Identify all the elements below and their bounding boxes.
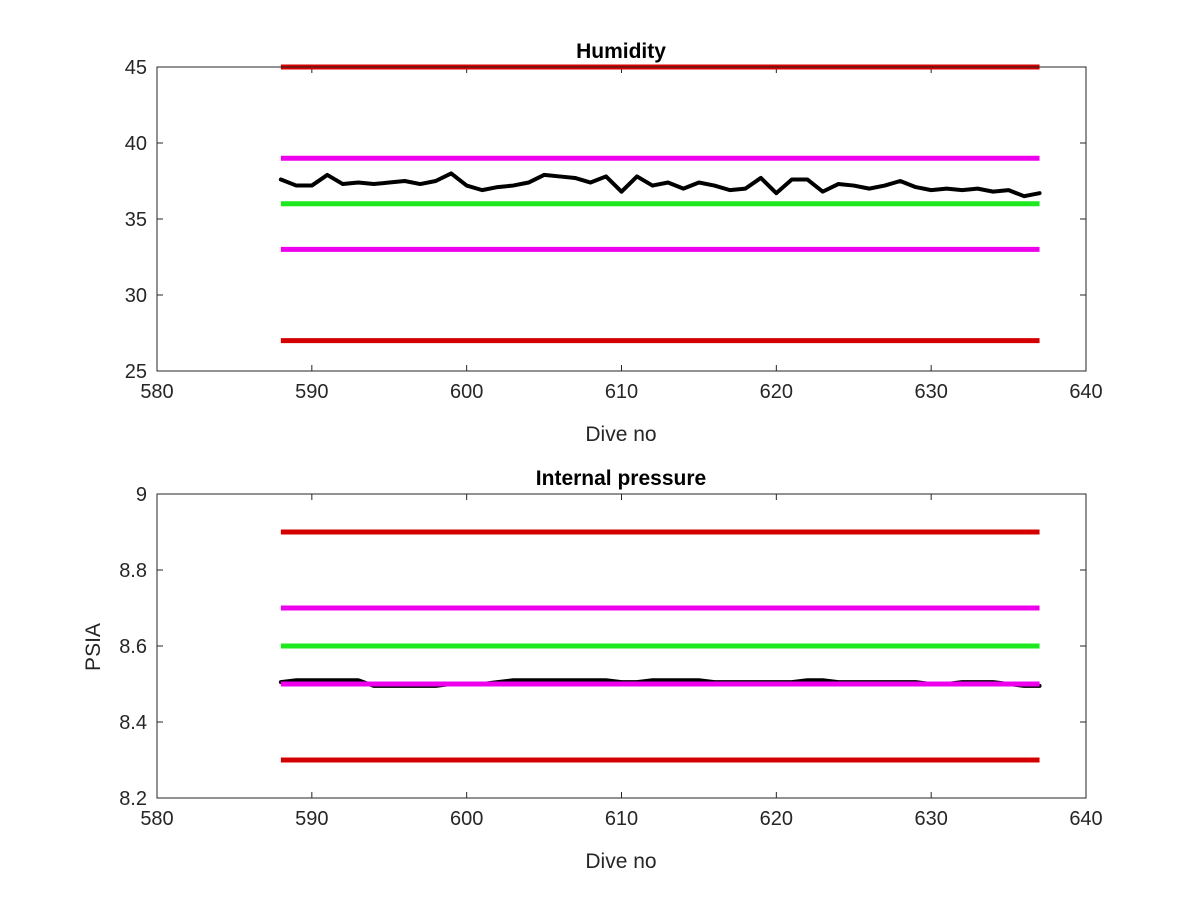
internal-pressure-y-tick-label: 8.6 (119, 636, 147, 658)
humidity-y-tick-label: 25 (125, 361, 147, 383)
humidity-ticks: 580 590 600 610 620 630 640 25 30 35 40 45 (125, 57, 1103, 403)
humidity-x-tick-label: 620 (760, 381, 793, 403)
humidity-chart: Humidity Dive no 580 590 600 610 620 630 640 25… (125, 40, 1103, 446)
internal-pressure-x-tick-label: 630 (914, 808, 947, 830)
internal-pressure-x-axis-label: Dive no (585, 850, 656, 873)
internal-pressure-chart-title: Internal pressure (536, 467, 706, 490)
humidity-x-tick-label: 580 (140, 381, 173, 403)
internal-pressure-x-tick-label: 620 (760, 808, 793, 830)
internal-pressure-x-tick-label: 610 (605, 808, 638, 830)
humidity-y-tick-label: 45 (125, 57, 147, 79)
internal-pressure-y-tick-label: 8.8 (119, 560, 147, 582)
internal-pressure-x-tick-label: 600 (450, 808, 483, 830)
humidity-y-tick-label: 40 (125, 133, 147, 155)
internal-pressure-y-tick-label: 8.4 (119, 712, 147, 734)
humidity-x-tick-label: 630 (914, 381, 947, 403)
internal-pressure-x-tick-label: 640 (1069, 808, 1102, 830)
humidity-x-tick-label: 610 (605, 381, 638, 403)
internal-pressure-plot-area (278, 529, 1042, 763)
internal-pressure-axes-frame (156, 493, 1087, 799)
internal-pressure-x-tick-label: 580 (140, 808, 173, 830)
humidity-axes-frame (156, 66, 1087, 372)
humidity-x-tick-label: 600 (450, 381, 483, 403)
internal-pressure-ticks: 580 590 600 610 620 630 640 8.2 8.4 8.6 8.8 9 (119, 484, 1103, 830)
humidity-y-tick-label: 30 (125, 285, 147, 307)
humidity-chart-title: Humidity (576, 40, 666, 63)
humidity-x-tick-label: 640 (1069, 381, 1102, 403)
humidity-y-tick-label: 35 (125, 209, 147, 231)
humidity-series-line (278, 171, 1042, 199)
internal-pressure-chart: Internal pressure Dive no PSIA 580 590 600… (82, 467, 1103, 873)
humidity-x-tick-label: 590 (295, 381, 328, 403)
internal-pressure-y-tick-label: 8.2 (119, 788, 147, 810)
internal-pressure-y-tick-label: 9 (136, 484, 147, 506)
internal-pressure-x-tick-label: 590 (295, 808, 328, 830)
internal-pressure-y-axis-label: PSIA (82, 623, 105, 671)
humidity-x-axis-label: Dive no (585, 423, 656, 446)
